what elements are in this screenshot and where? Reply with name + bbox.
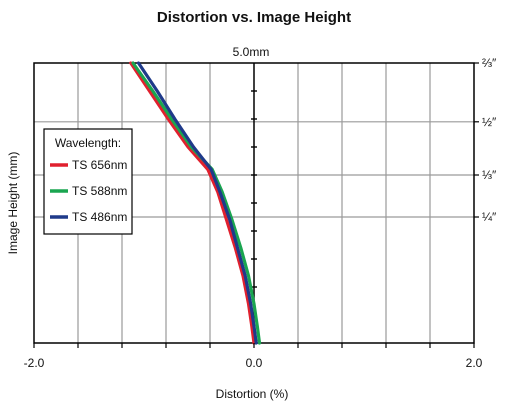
legend: Wavelength: TS 656nm TS 588nm TS 486nm xyxy=(43,128,133,235)
series-line-ts-588nm xyxy=(131,61,262,345)
legend-title: Wavelength: xyxy=(55,136,121,150)
y-axis-label: Image Height (mm) xyxy=(6,152,20,255)
x-tick-label: 0.0 xyxy=(246,356,263,370)
top-axis-label: 5.0mm xyxy=(233,45,270,59)
series-group xyxy=(129,61,262,345)
series-line-ts-486nm xyxy=(136,61,258,345)
x-axis-label: Distortion (%) xyxy=(216,387,289,401)
right-tick-labels: ⅔″ ½″ ⅓″ ¼″ xyxy=(474,56,497,224)
series-line-ts-656nm xyxy=(129,61,256,345)
legend-label: TS 656nm xyxy=(72,158,127,172)
x-tick-label: -2.0 xyxy=(24,356,45,370)
legend-label: TS 588nm xyxy=(72,184,127,198)
right-tick-label: ½″ xyxy=(482,115,497,129)
chart-title: Distortion vs. Image Height xyxy=(157,9,351,26)
x-tick-labels: -2.0 0.0 2.0 xyxy=(24,343,483,370)
x-tick-label: 2.0 xyxy=(466,356,483,370)
right-tick-label: ⅓″ xyxy=(482,168,497,182)
legend-label: TS 486nm xyxy=(72,210,127,224)
right-tick-label: ⅔″ xyxy=(482,56,497,70)
right-tick-label: ¼″ xyxy=(482,210,497,224)
